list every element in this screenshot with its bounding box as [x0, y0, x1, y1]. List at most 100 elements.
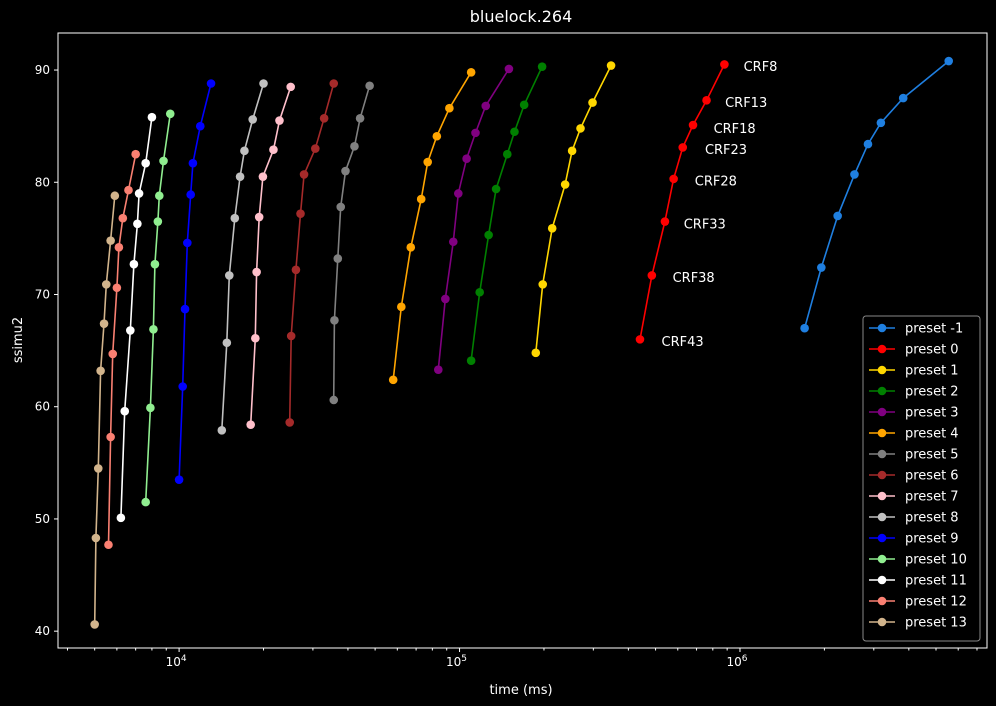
data-point: [124, 185, 133, 195]
crf-annotation: CRF43: [662, 335, 704, 350]
data-point: [466, 356, 476, 366]
data-point: [217, 425, 227, 435]
data-point: [863, 139, 873, 149]
data-point: [240, 146, 249, 156]
data-point: [833, 211, 842, 221]
crf-annotation: CRF33: [684, 217, 726, 232]
crf-annotation: CRF23: [705, 143, 747, 158]
legend-marker: [877, 596, 887, 606]
series-line: [437, 68, 510, 370]
data-point: [817, 263, 826, 272]
legend-entry: preset 5: [869, 448, 959, 463]
data-point: [355, 113, 365, 123]
series-line: [178, 83, 212, 480]
series-line: [107, 154, 137, 545]
data-point: [669, 174, 678, 184]
legend-label: preset 2: [905, 385, 959, 400]
data-point: [560, 180, 570, 189]
crf-annotation: CRF18: [714, 122, 756, 137]
series-0: [800, 56, 954, 333]
data-point: [246, 420, 255, 429]
data-point: [141, 158, 150, 168]
data-point: [183, 238, 192, 248]
data-point: [471, 128, 480, 138]
data-point: [720, 60, 729, 69]
data-point: [258, 172, 268, 181]
data-point: [850, 170, 859, 179]
legend-label: preset 13: [905, 616, 967, 631]
legend-marker: [877, 323, 887, 333]
data-point: [108, 349, 118, 359]
x-tick-label: 106: [726, 654, 747, 669]
legend-entry: preset 6: [869, 469, 959, 484]
data-point: [445, 103, 454, 113]
series-2: [531, 61, 616, 358]
data-point: [141, 497, 150, 507]
legend-entry: preset 1: [869, 364, 959, 379]
legend-marker: [877, 428, 887, 438]
data-point: [269, 145, 278, 155]
data-point: [365, 81, 374, 91]
data-point: [434, 365, 443, 374]
data-point: [110, 191, 120, 201]
legend-label: preset 7: [905, 490, 959, 505]
legend-entry: preset 13: [869, 616, 967, 631]
legend-entry: preset 0: [869, 343, 959, 358]
series-3: [466, 62, 547, 366]
series-14: [90, 191, 120, 629]
crf-annotation: CRF38: [673, 271, 715, 286]
data-point: [475, 287, 484, 297]
data-point: [688, 120, 698, 130]
legend-marker: [877, 344, 887, 354]
legend-label: preset 0: [905, 343, 959, 358]
data-point: [147, 112, 157, 122]
data-point: [90, 620, 99, 629]
data-point: [466, 67, 476, 77]
data-point: [134, 189, 144, 198]
crf-annotation: CRF8: [744, 60, 778, 75]
data-point: [99, 319, 109, 328]
series-line: [120, 117, 153, 518]
data-point: [248, 115, 257, 124]
legend-entry: preset 10: [869, 553, 967, 568]
data-point: [462, 154, 471, 163]
legend-label: preset 6: [905, 469, 959, 484]
legend-entry: preset -1: [869, 322, 963, 337]
plot-frame: [57, 32, 988, 649]
chart-title: bluelock.264: [470, 7, 573, 26]
data-point: [898, 93, 908, 103]
series-line: [249, 86, 292, 425]
legend-label: preset 5: [905, 448, 959, 463]
data-point: [944, 56, 954, 66]
data-point: [93, 464, 103, 473]
data-point: [178, 382, 187, 391]
x-axis-ticks: 104 105 106: [66, 648, 978, 669]
legend-label: preset 4: [905, 427, 959, 442]
legend-label: preset 12: [905, 595, 967, 610]
data-point: [416, 194, 426, 204]
data-point: [275, 116, 284, 125]
data-point: [116, 513, 126, 523]
legend-label: preset 10: [905, 553, 967, 568]
annotation-layer: CRF8 CRF13 CRF18 CRF23 CRF28 CRF33 CRF38 CRF43: [662, 60, 778, 350]
data-point: [319, 113, 329, 123]
series-line: [639, 64, 726, 340]
data-point: [120, 406, 130, 416]
data-point: [397, 302, 406, 312]
data-point: [311, 144, 320, 153]
data-point: [484, 230, 493, 240]
data-point: [432, 131, 442, 141]
data-point: [660, 217, 670, 226]
series-line: [93, 195, 116, 625]
data-point: [150, 259, 160, 269]
crf-annotation: CRF13: [725, 96, 767, 111]
data-point: [159, 156, 168, 166]
data-point: [519, 100, 529, 110]
data-point: [186, 190, 196, 199]
data-point: [329, 79, 339, 88]
data-point: [296, 209, 305, 218]
data-point: [406, 243, 416, 252]
series-12: [116, 112, 157, 523]
series-5: [388, 67, 476, 385]
